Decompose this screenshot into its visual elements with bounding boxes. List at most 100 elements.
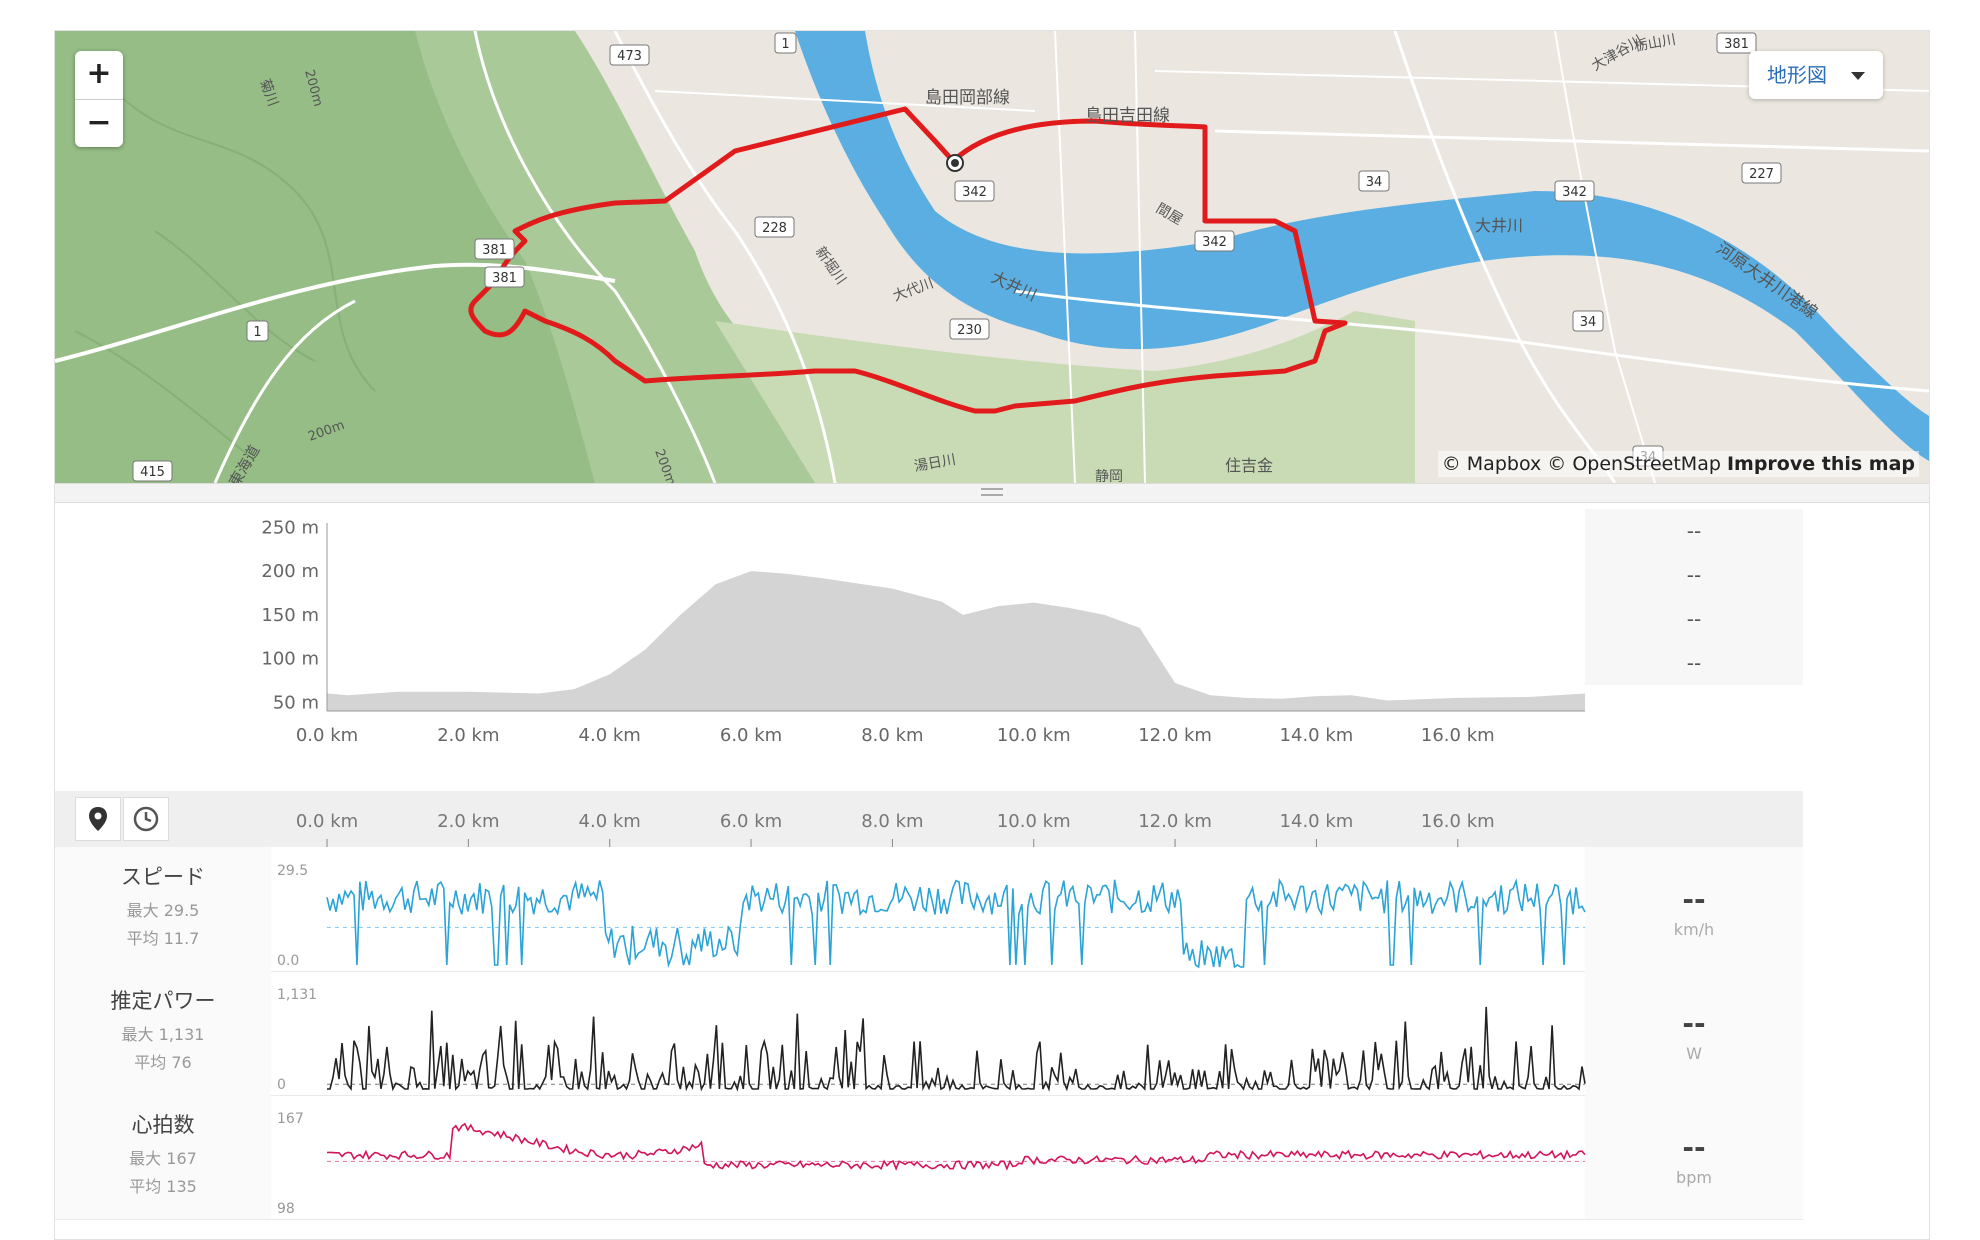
map-type-label: 地形図	[1767, 63, 1827, 87]
svg-text:381: 381	[492, 271, 517, 286]
stream-name: スピード	[121, 865, 205, 889]
map-place-label: 大井川	[1475, 216, 1523, 235]
road-number-badge: 230	[949, 318, 990, 340]
y-tick-label: 250 m	[261, 517, 319, 538]
speed-value: -- km/h	[1585, 883, 1803, 939]
stream-name: 心拍数	[131, 1113, 195, 1137]
x-tick-label: 12.0 km	[1138, 725, 1212, 746]
stream-name: 推定パワー	[110, 989, 216, 1013]
x-tick-label: 12.0 km	[1138, 811, 1212, 832]
y-min-label: 98	[277, 1201, 295, 1217]
stream-avg: 平均 11.7	[126, 929, 200, 948]
stream-current: --	[1682, 883, 1706, 916]
map-place-label: 住吉金	[1225, 456, 1273, 475]
x-tick-label: 8.0 km	[861, 725, 923, 746]
x-tick-label: 6.0 km	[720, 811, 782, 832]
power-label: 推定パワー 最大 1,131 平均 76	[55, 985, 271, 1073]
x-tick-label: 2.0 km	[437, 811, 499, 832]
y-tick-label: 150 m	[261, 605, 319, 626]
road-number-badge: 228	[754, 216, 795, 238]
route-map[interactable]: 4733813813811342342343434222722823014153…	[55, 31, 1929, 483]
svg-text:230: 230	[957, 323, 982, 338]
stream-unit: W	[1686, 1044, 1702, 1063]
x-tick-label: 4.0 km	[579, 811, 641, 832]
elevation-chart[interactable]: 250 m 200 m 150 m 100 m 50 m 0.0 km 2.0 km 4.0 …	[55, 501, 1929, 781]
x-tick-label: 16.0 km	[1421, 725, 1495, 746]
x-tick-label: 4.0 km	[579, 725, 641, 746]
svg-text:473: 473	[617, 49, 642, 64]
map-place-label: 島田吉田線	[1085, 106, 1170, 126]
road-number-badge: 381	[474, 238, 515, 260]
y-min-label: 0	[277, 1077, 286, 1093]
power-value: -- W	[1585, 1007, 1803, 1063]
power-row[interactable]	[55, 971, 1803, 1096]
stream-current: --	[1682, 1131, 1706, 1164]
road-number-badge: 342	[954, 180, 995, 202]
heartrate-row[interactable]	[55, 1095, 1803, 1220]
chevron-down-icon	[1851, 72, 1865, 80]
x-tick-label: 14.0 km	[1280, 725, 1354, 746]
road-number-badge: 381	[1716, 32, 1757, 54]
stream-unit: bpm	[1676, 1168, 1712, 1187]
map-place-label: 栃山川	[1633, 32, 1677, 55]
improve-map-link[interactable]: Improve this map	[1726, 453, 1915, 475]
svg-text:227: 227	[1749, 167, 1774, 182]
grip-icon	[981, 488, 1003, 496]
y-max-label: 1,131	[277, 987, 317, 1003]
stream-max: 最大 1,131	[121, 1025, 205, 1044]
heartrate-value: -- bpm	[1585, 1131, 1803, 1187]
streams-toolbar: 0.0 km 2.0 km 4.0 km 6.0 km 8.0 km 10.0 km 12.…	[55, 791, 1803, 847]
stream-avg: 平均 76	[134, 1053, 192, 1072]
elevation-value: --	[1585, 641, 1803, 686]
svg-text:342: 342	[962, 185, 987, 200]
stream-max: 最大 29.5	[126, 901, 200, 920]
x-tick-label: 0.0 km	[296, 811, 358, 832]
streams-chart[interactable]: 29.5 0.0 1,131 0 167 98	[271, 847, 1591, 1219]
zoom-in-button[interactable]: +	[75, 51, 123, 100]
road-number-badge: 473	[609, 44, 650, 66]
stream-line	[326, 1122, 1586, 1171]
stream-max: 最大 167	[129, 1149, 197, 1168]
svg-text:415: 415	[140, 465, 165, 480]
map-type-dropdown[interactable]: 地形図	[1749, 51, 1883, 99]
x-tick-label: 14.0 km	[1280, 811, 1354, 832]
y-tick-label: 100 m	[261, 649, 319, 670]
svg-text:342: 342	[1202, 235, 1227, 250]
mapbox-link[interactable]: © Mapbox	[1441, 453, 1542, 475]
x-tick-label: 8.0 km	[861, 811, 923, 832]
road-number-badge: 381	[484, 266, 525, 288]
time-mode-button[interactable]	[123, 797, 169, 841]
map-attribution: © Mapbox © OpenStreetMap Improve this ma…	[1437, 451, 1919, 477]
x-tick-label: 0.0 km	[296, 725, 358, 746]
y-tick-label: 50 m	[273, 692, 319, 713]
map-pin-icon	[89, 807, 107, 831]
zoom-control: + −	[75, 51, 123, 147]
stream-unit: km/h	[1673, 920, 1715, 939]
map-place-label: 静岡	[1095, 469, 1123, 483]
map-place-label: 島田岡部線	[925, 88, 1010, 108]
osm-link[interactable]: © OpenStreetMap	[1547, 453, 1721, 475]
distance-mode-button[interactable]	[75, 797, 121, 841]
speed-row[interactable]	[55, 847, 1803, 972]
svg-text:1: 1	[253, 325, 261, 340]
svg-text:381: 381	[482, 243, 507, 258]
stream-avg: 平均 135	[129, 1177, 197, 1196]
svg-text:381: 381	[1724, 37, 1749, 52]
elevation-value: --	[1585, 553, 1803, 598]
speed-label: スピード 最大 29.5 平均 11.7	[55, 861, 271, 949]
x-tick-label: 2.0 km	[437, 725, 499, 746]
elevation-value: --	[1585, 597, 1803, 642]
x-tick-label: 6.0 km	[720, 725, 782, 746]
stream-current: --	[1682, 1007, 1706, 1040]
svg-text:34: 34	[1366, 175, 1383, 190]
road-number-badge: 1	[774, 32, 797, 54]
resize-handle[interactable]	[55, 483, 1929, 503]
elevation-area	[327, 571, 1585, 711]
x-tick-label: 16.0 km	[1421, 811, 1495, 832]
road-number-badge: 34	[1358, 170, 1390, 192]
road-number-badge: 1	[246, 320, 269, 342]
y-max-label: 29.5	[277, 863, 308, 879]
x-tick-label: 10.0 km	[997, 811, 1071, 832]
zoom-out-button[interactable]: −	[86, 105, 112, 140]
road-number-badge: 415	[132, 460, 173, 482]
